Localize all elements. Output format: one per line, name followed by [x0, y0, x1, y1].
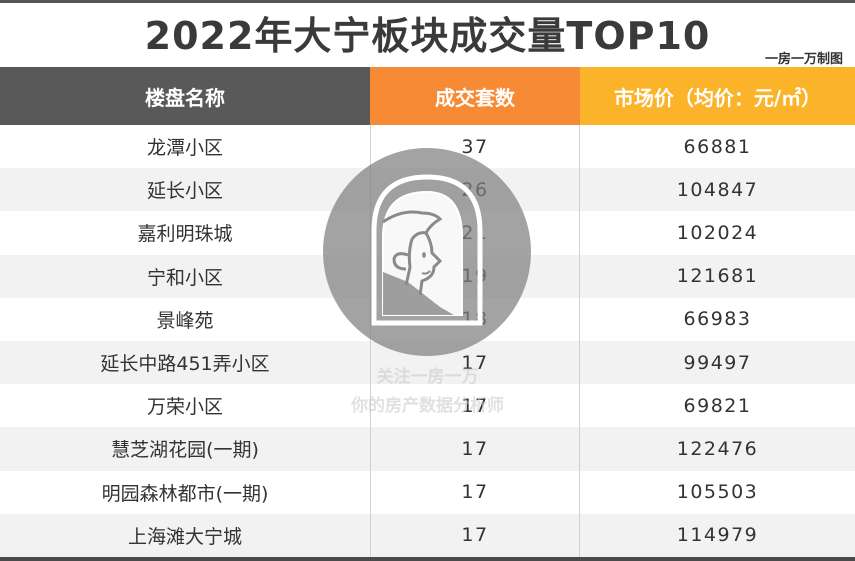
header-price: 市场价（均价：元/㎡）	[580, 67, 855, 125]
cell-name: 慧芝湖花园(一期)	[111, 439, 259, 462]
cell-price: 66881	[683, 135, 752, 158]
cell-count: 21	[370, 211, 580, 255]
cell-count: 17	[370, 513, 580, 557]
page-title: 2022年大宁板块成交量TOP10	[144, 14, 711, 58]
ranking-table: 楼盘名称 成交套数 市场价（均价：元/㎡） 龙潭小区 37 66881 延长小区…	[0, 67, 855, 557]
cell-name: 万荣小区	[146, 396, 223, 419]
table-row: 万荣小区 17 69821	[0, 384, 855, 428]
table-row: 明园森林都市(一期) 17 105503	[0, 470, 855, 514]
cell-name: 宁和小区	[146, 266, 223, 289]
table-row: 宁和小区 19 121681	[0, 254, 855, 298]
bottom-border	[0, 557, 855, 561]
table-row: 嘉利明珠城 21 102024	[0, 211, 855, 255]
cell-price: 66983	[683, 308, 752, 331]
cell-name: 明园森林都市(一期)	[101, 482, 269, 505]
cell-price: 102024	[676, 221, 759, 244]
cell-price: 104847	[676, 178, 759, 201]
cell-name: 景峰苑	[156, 309, 214, 332]
top-border	[0, 0, 855, 3]
cell-count: 19	[370, 254, 580, 298]
cell-price: 69821	[683, 394, 752, 417]
cell-price: 121681	[676, 265, 759, 288]
cell-name: 上海滩大宁城	[127, 525, 242, 548]
cell-count: 17	[370, 427, 580, 471]
cell-count: 17	[370, 384, 580, 428]
cell-count: 17	[370, 470, 580, 514]
table-row: 慧芝湖花园(一期) 17 122476	[0, 427, 855, 471]
table-row: 上海滩大宁城 17 114979	[0, 513, 855, 557]
cell-price: 122476	[676, 437, 759, 460]
cell-count: 37	[370, 125, 580, 169]
table-row: 延长小区 26 104847	[0, 168, 855, 212]
cell-count: 18	[370, 297, 580, 341]
cell-price: 114979	[676, 524, 759, 547]
cell-name: 延长小区	[146, 180, 223, 203]
header-name: 楼盘名称	[0, 67, 370, 125]
credit-label: 一房一万制图	[764, 52, 843, 67]
cell-count: 17	[370, 340, 580, 385]
cell-name: 延长中路451弄小区	[100, 353, 270, 376]
cell-name: 龙潭小区	[146, 137, 223, 160]
table-header-row: 楼盘名称 成交套数 市场价（均价：元/㎡）	[0, 67, 855, 125]
header-count: 成交套数	[370, 67, 580, 125]
cell-name: 嘉利明珠城	[137, 223, 233, 246]
table-row: 延长中路451弄小区 17 99497	[0, 340, 855, 385]
table-row: 龙潭小区 37 66881	[0, 125, 855, 169]
table-row: 景峰苑 18 66983	[0, 297, 855, 341]
cell-price: 105503	[676, 481, 759, 504]
cell-price: 99497	[683, 351, 752, 374]
cell-count: 26	[370, 168, 580, 212]
